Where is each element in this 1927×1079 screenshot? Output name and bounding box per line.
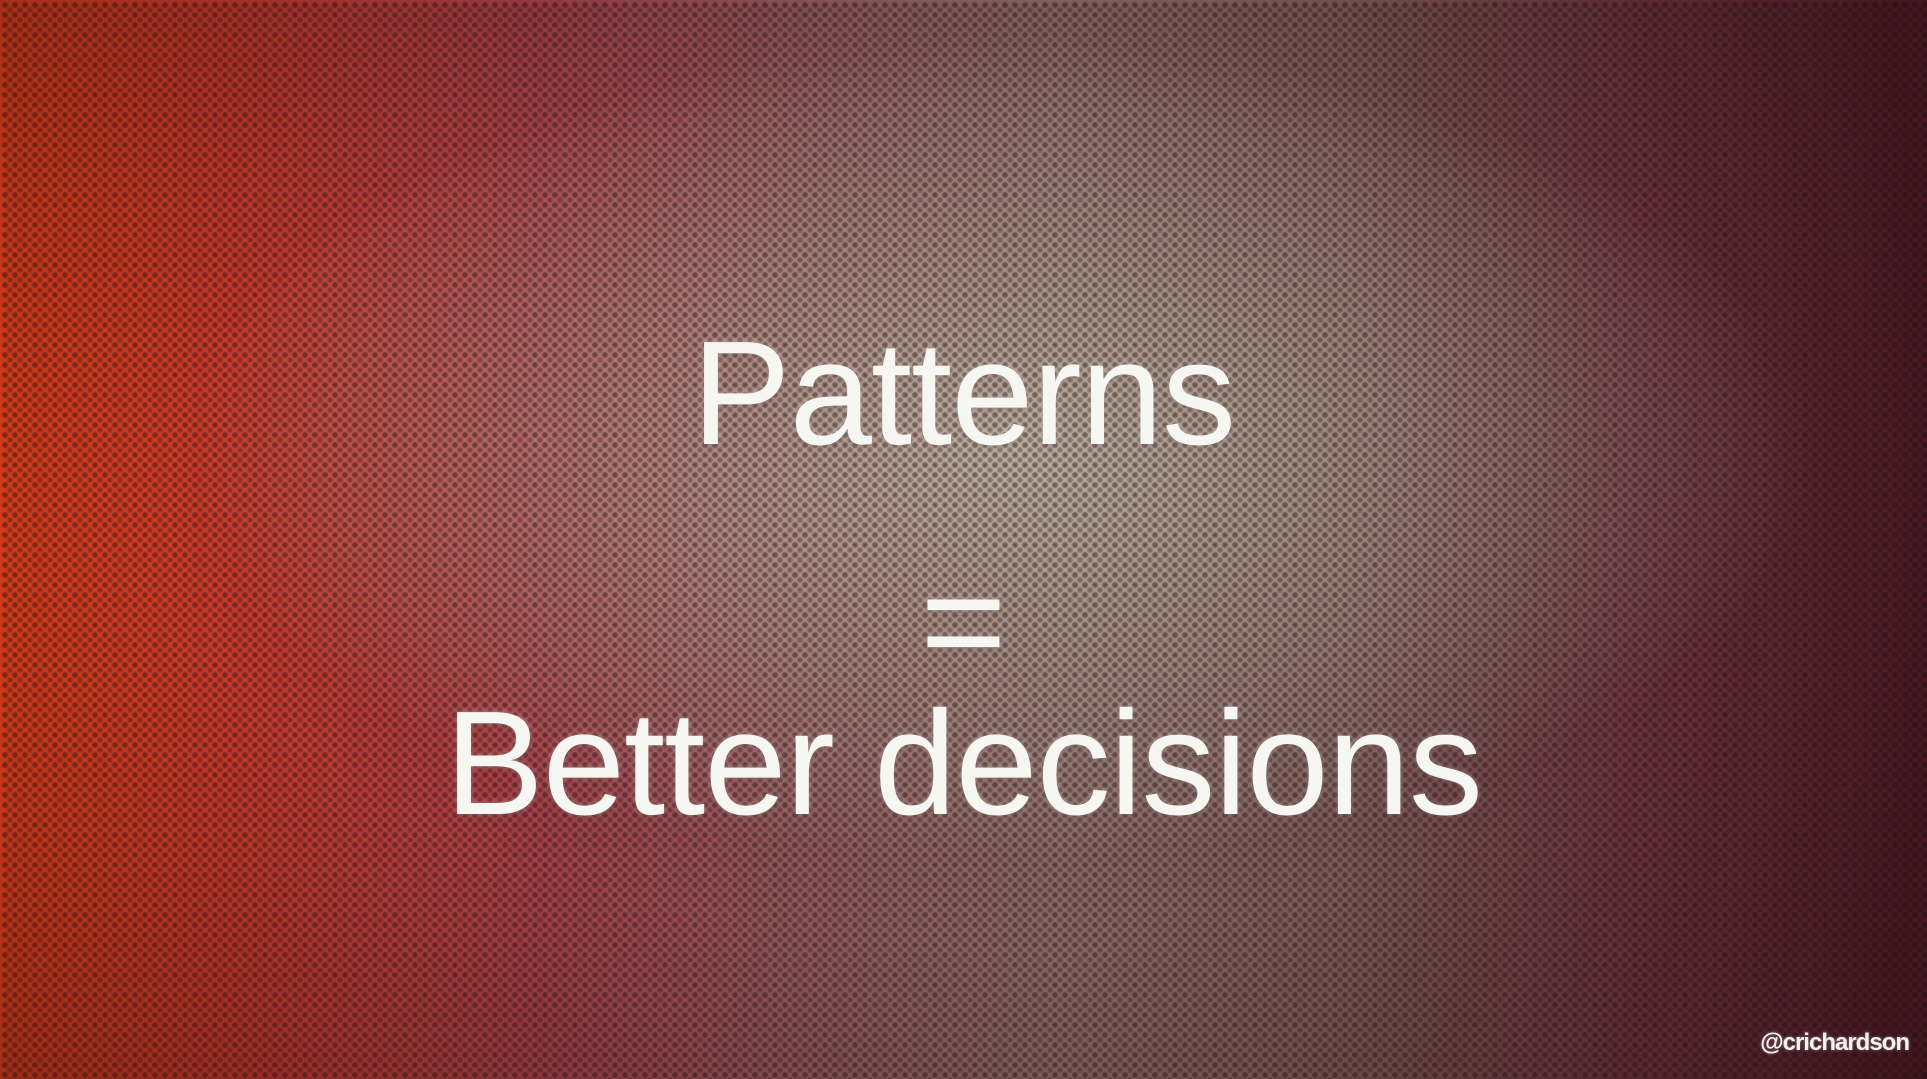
twitter-handle: @crichardson xyxy=(1760,1029,1910,1056)
equals-sign: = xyxy=(920,539,1007,704)
slide-heading-better-decisions: Better decisions xyxy=(445,681,1483,846)
slide-heading-patterns: Patterns xyxy=(691,311,1236,476)
